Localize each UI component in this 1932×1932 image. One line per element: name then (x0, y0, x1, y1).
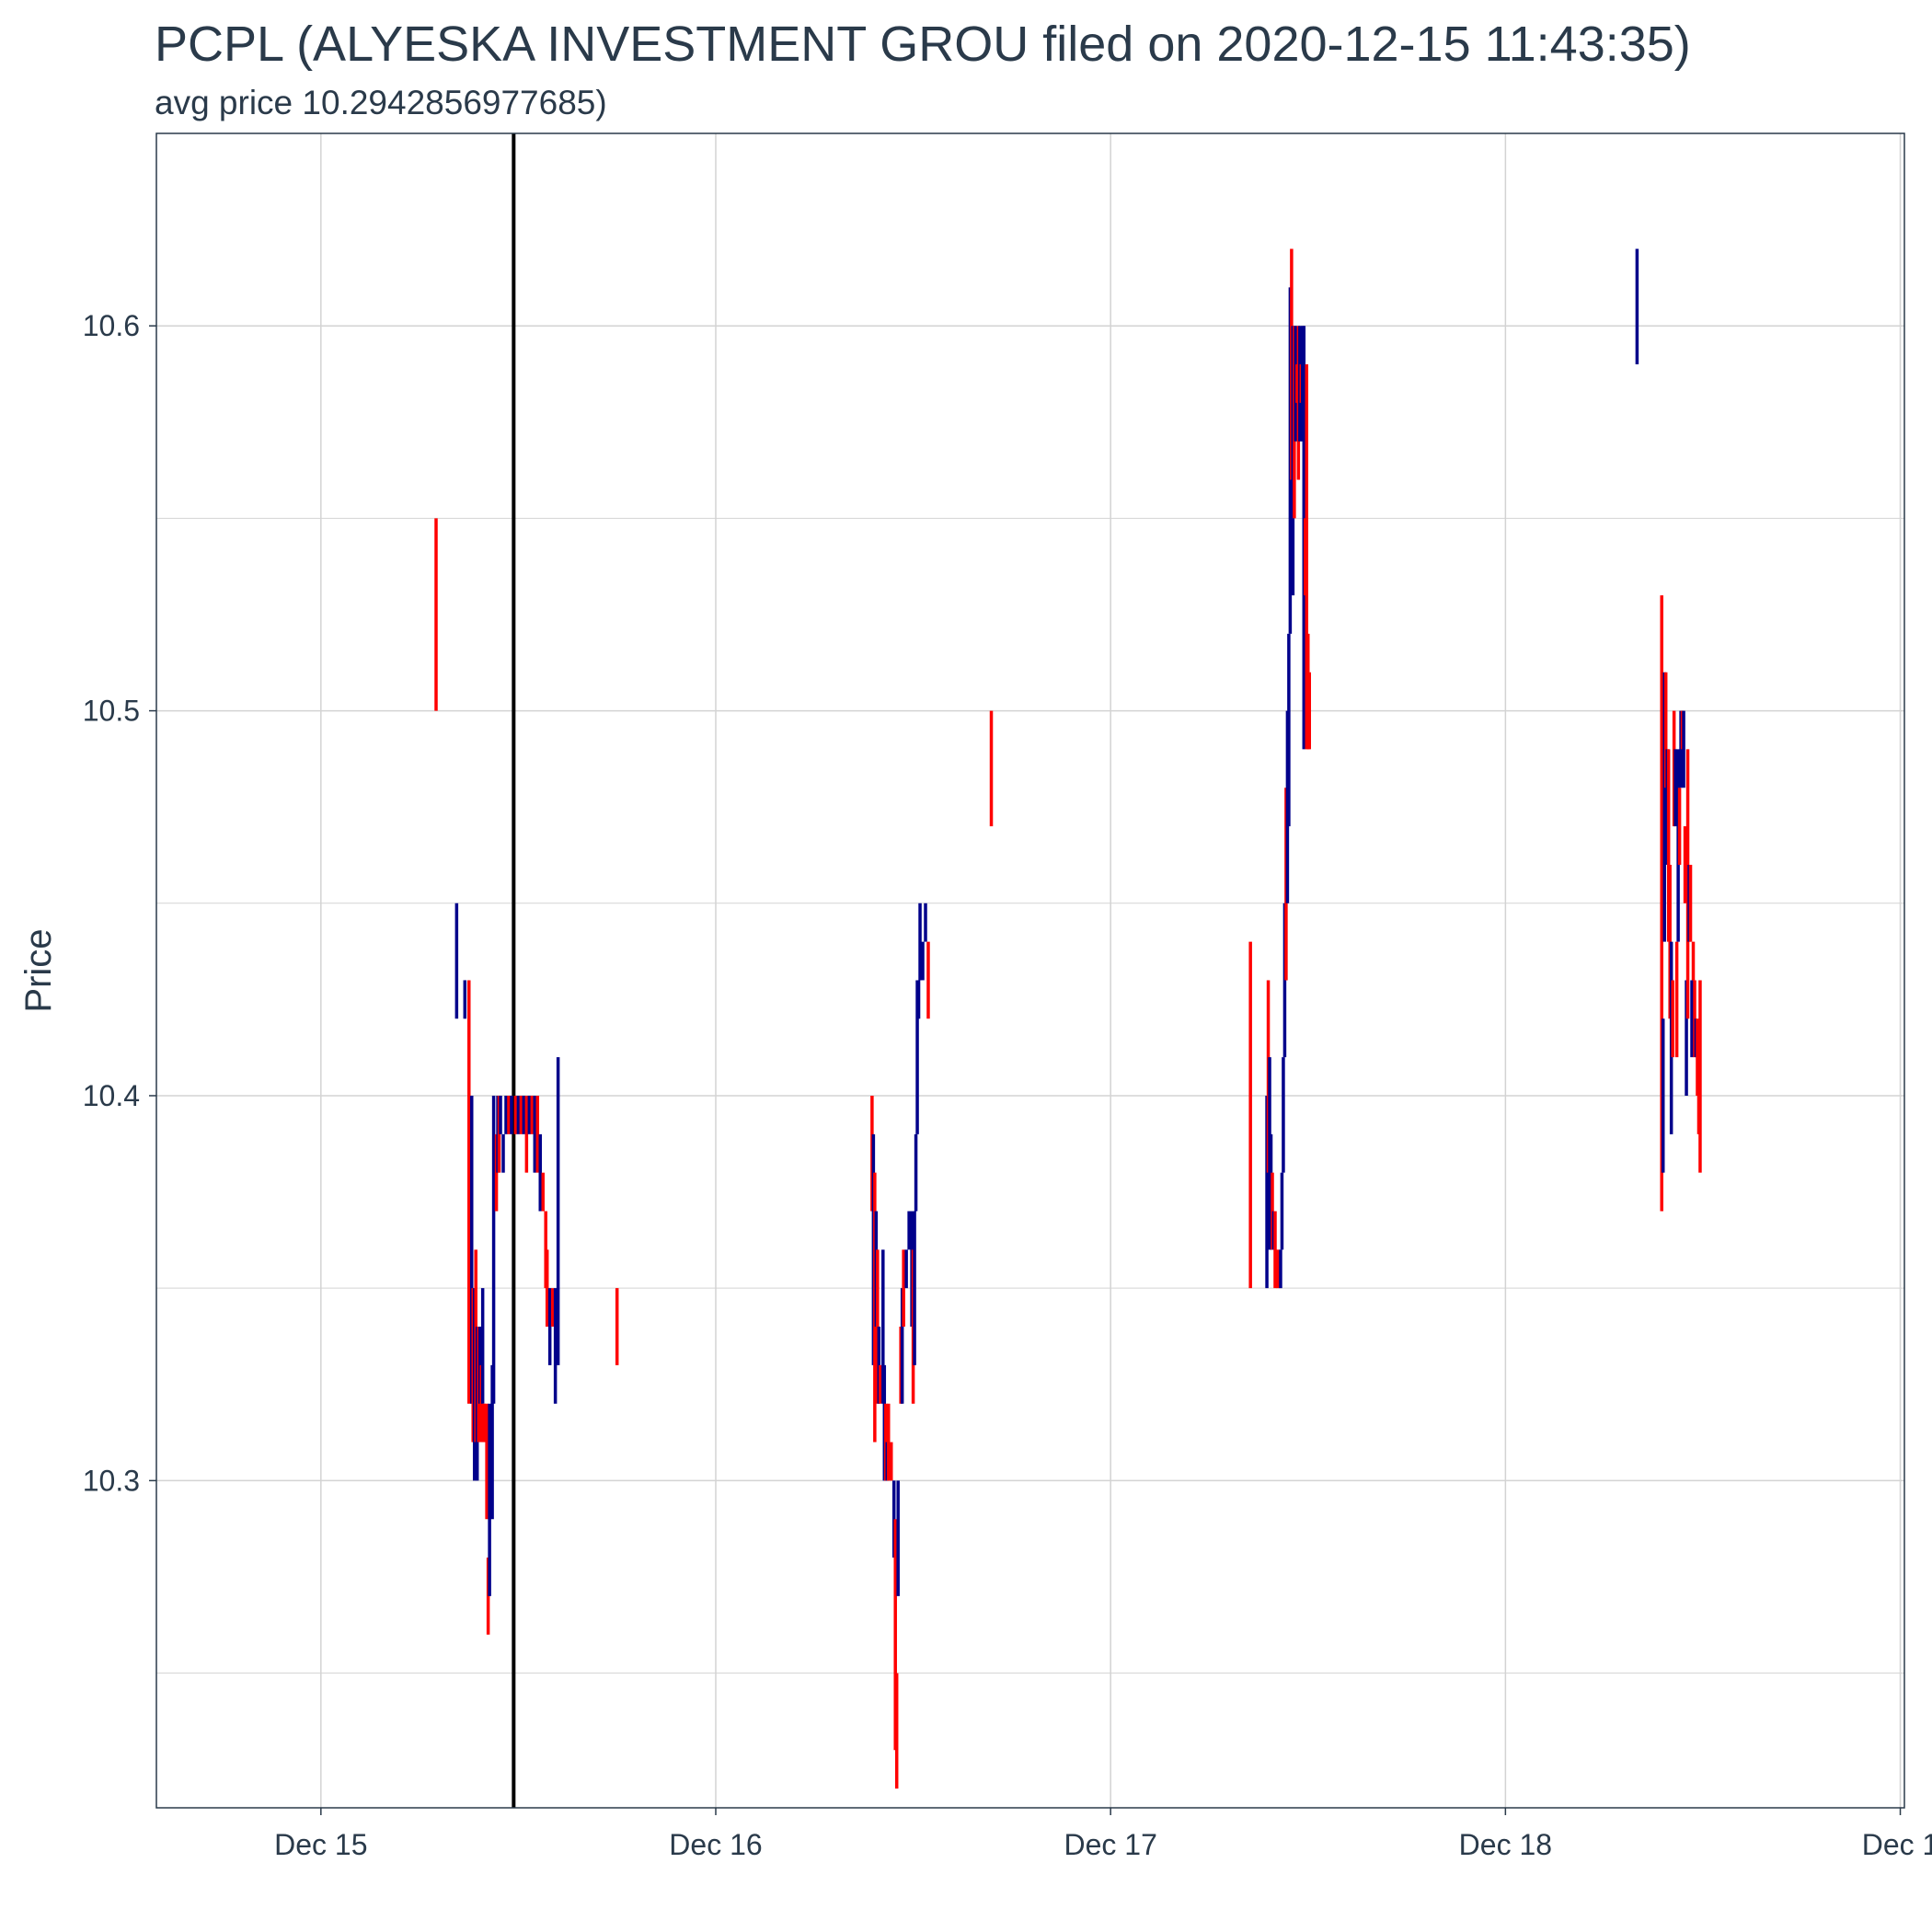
y-axis-ticks: 10.3 10.4 10.5 10.6 (83, 309, 156, 1497)
x-tick-label: Dec 17 (1064, 1828, 1156, 1861)
x-tick-label: Dec 1 (1862, 1828, 1932, 1861)
y-tick-label: 10.4 (83, 1079, 140, 1112)
y-tick-label: 10.3 (83, 1464, 140, 1497)
price-bars (434, 248, 1702, 1789)
chart-title: PCPL (ALYESKA INVESTMENT GROU filed on 2… (155, 17, 1691, 72)
x-axis-ticks: Dec 15 Dec 16 Dec 17 Dec 18 Dec 1 (274, 1808, 1932, 1861)
y-tick-label: 10.6 (83, 309, 140, 342)
gridlines (156, 132, 1904, 1808)
x-tick-label: Dec 15 (274, 1828, 367, 1861)
chart-subtitle: avg price 10.2942856977685) (155, 84, 607, 121)
y-axis-label: Price (18, 928, 59, 1012)
y-tick-label: 10.5 (83, 695, 140, 728)
plot-frame (155, 132, 1905, 1809)
x-tick-label: Dec 16 (669, 1828, 762, 1861)
x-tick-label: Dec 18 (1459, 1828, 1552, 1861)
